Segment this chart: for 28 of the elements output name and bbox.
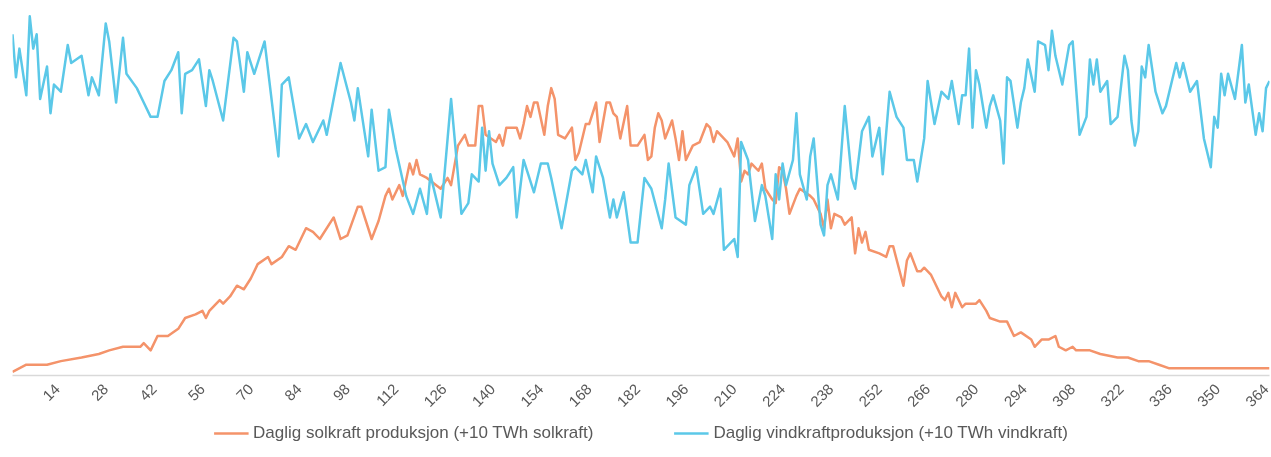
x-tick-label: 168 xyxy=(565,380,595,410)
x-tick-label: 238 xyxy=(806,380,837,410)
x-tick-label: 210 xyxy=(710,380,740,410)
x-tick-label: 126 xyxy=(420,380,450,410)
x-tick-label: 112 xyxy=(372,380,402,410)
x-tick-label: 42 xyxy=(135,380,160,404)
x-tick-label: 308 xyxy=(1048,380,1079,410)
x-tick-label: 98 xyxy=(329,380,354,404)
x-tick-label: 350 xyxy=(1193,380,1224,410)
x-tick-label: 14 xyxy=(39,380,64,404)
x-tick-label: 28 xyxy=(87,380,112,404)
x-tick-label: 322 xyxy=(1096,380,1127,410)
x-tick-label: 70 xyxy=(232,380,257,404)
x-tick-label: 336 xyxy=(1145,380,1176,410)
x-tick-label: 140 xyxy=(468,380,499,410)
x-tick-label: 196 xyxy=(661,380,692,410)
x-tick-label: 84 xyxy=(280,380,305,404)
x-tick-label: 182 xyxy=(613,380,644,410)
x-tick-label: 154 xyxy=(516,380,547,410)
x-tick-label: 56 xyxy=(184,380,209,404)
x-tick-label: 224 xyxy=(758,380,789,410)
x-tick-label: 280 xyxy=(951,380,982,410)
x-tick-label: 266 xyxy=(903,380,934,410)
legend-label: Daglig vindkraftproduksjon (+10 TWh vindkraft) xyxy=(713,423,1068,443)
x-tick-label: 252 xyxy=(855,380,885,410)
legend-label: Daglig solkraft produksjon (+10 TWh solkraft) xyxy=(253,423,594,443)
x-tick-label: 364 xyxy=(1241,380,1271,410)
x-tick-label: 294 xyxy=(1000,380,1030,410)
